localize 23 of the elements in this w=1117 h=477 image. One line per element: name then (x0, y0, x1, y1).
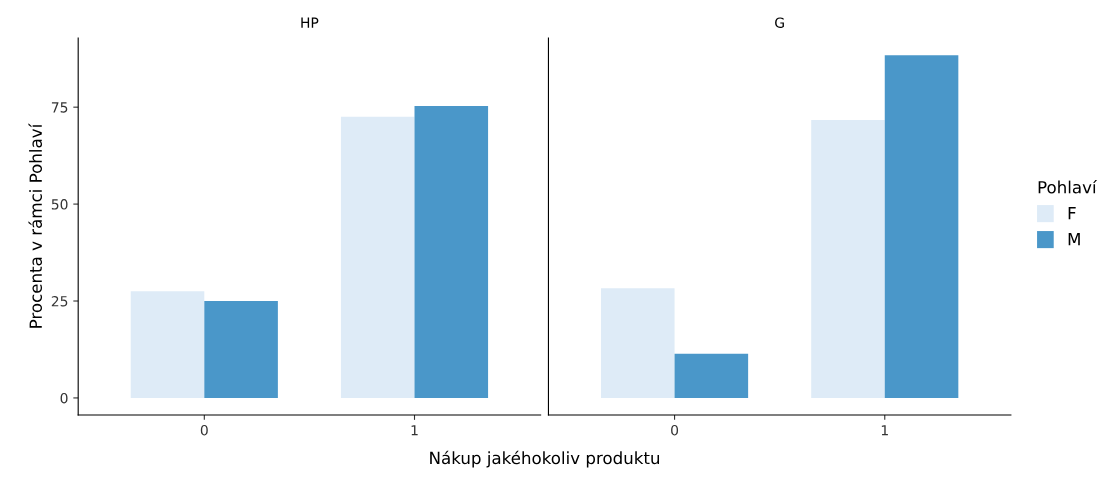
y-tick-label: 0 (60, 392, 68, 404)
y-axis-title: Procenta v rámci Pohlaví (28, 123, 43, 328)
x-tick-label: 0 (200, 424, 208, 436)
bar (414, 106, 489, 398)
bar (340, 116, 415, 398)
bar (130, 291, 205, 398)
x-axis-title: Nákup jakéhokoliv produktu (430, 450, 660, 468)
x-tick-label: 1 (411, 425, 418, 436)
bar (204, 301, 278, 398)
chart-title: G (775, 17, 784, 28)
bar (811, 119, 885, 398)
legend-label: M (1068, 233, 1080, 246)
y-tick-label: 25 (51, 295, 68, 307)
bar (884, 55, 959, 398)
bar (674, 353, 749, 398)
x-tick-label: 0 (671, 424, 679, 436)
legend-title: Pohlaví (1038, 179, 1098, 194)
y-tick-label: 75 (51, 102, 68, 113)
y-tick-label: 50 (51, 199, 68, 210)
x-tick-label: 1 (881, 425, 888, 436)
bar (601, 288, 675, 398)
chart-title: HP (301, 17, 319, 28)
legend-label: F (1068, 207, 1076, 220)
